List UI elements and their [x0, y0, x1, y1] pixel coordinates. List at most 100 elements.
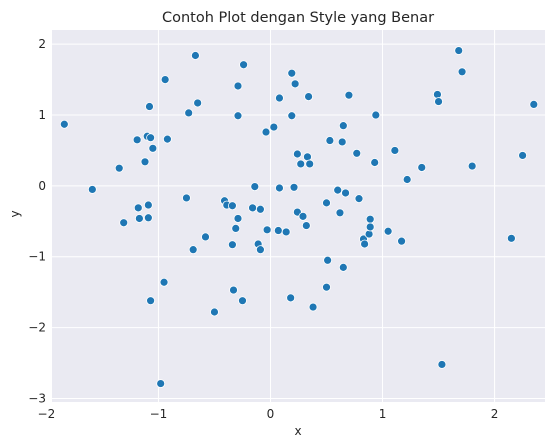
scatter-point	[434, 97, 443, 106]
scatter-point	[248, 203, 257, 213]
scatter-point	[467, 161, 477, 171]
scatter-point	[256, 204, 265, 214]
x-tick-label: 0	[267, 407, 275, 421]
scatter-point	[301, 221, 311, 230]
scatter-point	[275, 183, 284, 193]
scatter-point	[87, 185, 97, 194]
y-tick-label: 2	[38, 37, 46, 51]
scatter-point	[354, 194, 364, 204]
scatter-point	[250, 182, 260, 191]
scatter-point	[298, 211, 308, 221]
scatter-point	[193, 98, 203, 108]
scatter-point	[370, 158, 380, 167]
x-tick-label: 1	[379, 407, 387, 421]
scatter-point	[231, 223, 241, 233]
x-tick-label: −1	[150, 407, 168, 421]
scatter-point	[454, 46, 464, 55]
scatter-point	[371, 110, 381, 120]
scatter-point	[145, 102, 154, 111]
x-axis-label: x	[294, 424, 301, 438]
scatter-point	[229, 285, 238, 295]
scatter-point	[287, 111, 297, 121]
scatter-point	[325, 136, 335, 145]
scatter-point	[184, 108, 194, 118]
scatter-point	[114, 163, 124, 173]
scatter-point	[210, 307, 219, 317]
scatter-point	[506, 233, 516, 243]
scatter-point	[365, 222, 375, 232]
scatter-point	[305, 159, 315, 169]
y-tick-label: 1	[38, 108, 46, 122]
scatter-point	[269, 122, 279, 132]
scatter-point	[227, 201, 237, 211]
scatter-point	[338, 121, 348, 131]
x-tick-label: −2	[38, 407, 56, 421]
scatter-point	[289, 182, 299, 192]
scatter-point	[322, 282, 331, 292]
scatter-point	[433, 90, 442, 99]
scatter-point	[292, 149, 302, 159]
scatter-point	[437, 360, 447, 369]
y-tick-label: 0	[38, 179, 46, 193]
y-tick-label: −1	[28, 250, 46, 264]
scatter-point	[238, 296, 247, 306]
scatter-point	[344, 90, 354, 100]
scatter-point	[337, 137, 347, 147]
scatter-point	[397, 236, 406, 246]
scatter-point	[233, 214, 243, 223]
y-tick-label: −2	[28, 321, 46, 335]
scatter-point	[233, 81, 243, 91]
scatter-point	[417, 163, 427, 172]
scatter-point	[290, 79, 300, 89]
scatter-point	[159, 277, 169, 287]
scatter-point	[304, 92, 313, 102]
scatter-point	[182, 193, 191, 203]
scatter-point	[275, 93, 284, 103]
scatter-point	[338, 262, 348, 272]
scatter-point	[191, 51, 200, 60]
scatter-point	[163, 134, 172, 144]
scatter-point	[390, 146, 400, 155]
scatter-point	[308, 302, 318, 312]
x-tick-labels: −2 −1 0 1 2	[38, 407, 499, 421]
scatter-point	[201, 232, 210, 242]
scatter-point	[134, 214, 144, 223]
scatter-point	[364, 229, 374, 239]
data-points	[59, 46, 539, 388]
scatter-point	[333, 185, 343, 195]
y-axis-label: y	[8, 210, 22, 217]
scatter-point	[262, 225, 272, 235]
scatter-point	[133, 203, 143, 213]
scatter-point	[146, 133, 156, 143]
scatter-point	[143, 200, 153, 210]
scatter-point	[227, 240, 237, 250]
scatter-point	[383, 226, 393, 236]
scatter-point	[352, 148, 362, 158]
scatter-point	[140, 157, 150, 167]
scatter-point	[322, 198, 331, 208]
scatter-point	[365, 214, 375, 224]
chart-title: Contoh Plot dengan Style yang Benar	[162, 10, 434, 26]
scatter-point	[273, 226, 283, 235]
scatter-point	[335, 208, 345, 218]
scatter-point	[457, 67, 467, 77]
scatter-point	[59, 119, 69, 129]
scatter-point	[402, 175, 412, 184]
y-tick-labels: −3 −2 −1 0 1 2	[28, 37, 46, 405]
scatter-point	[281, 227, 291, 237]
scatter-point	[119, 218, 129, 228]
scatter-point	[256, 245, 265, 255]
x-tick-label: 2	[491, 407, 499, 421]
scatter-point	[160, 75, 170, 84]
scatter-point	[261, 127, 271, 137]
scatter-point	[341, 188, 350, 198]
scatter-point	[360, 239, 370, 249]
scatter-point	[188, 245, 198, 255]
scatter-point	[239, 60, 248, 70]
scatter-point	[323, 255, 333, 265]
scatter-point	[286, 293, 296, 303]
scatter-point	[132, 135, 142, 145]
grid-lines	[45, 30, 545, 402]
scatter-point	[529, 100, 539, 109]
